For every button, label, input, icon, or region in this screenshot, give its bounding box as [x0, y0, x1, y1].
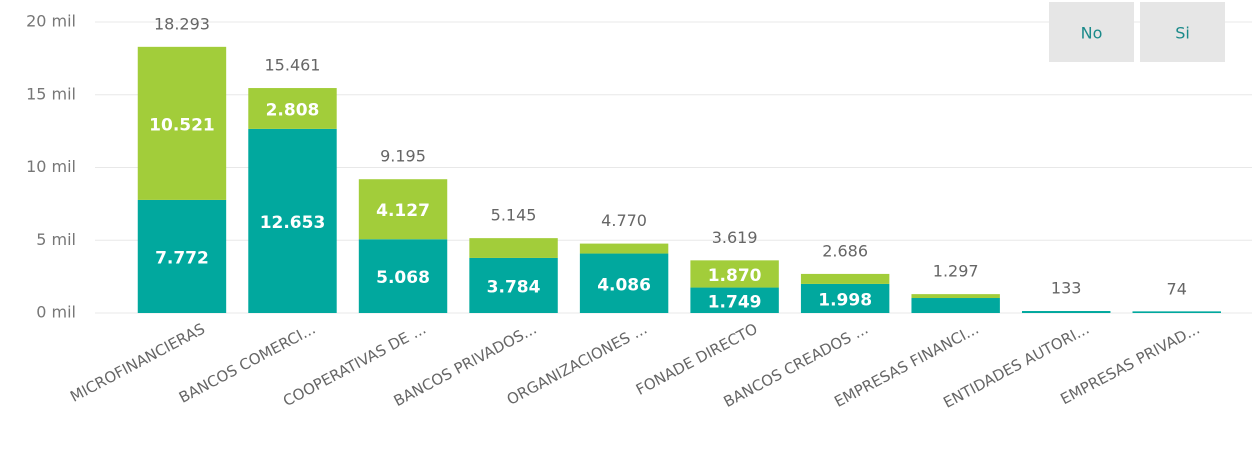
- total-label: 1.297: [933, 262, 979, 281]
- data-label: 4.127: [376, 201, 430, 221]
- total-label: 15.461: [265, 56, 321, 75]
- bar-baseline: [1132, 311, 1221, 313]
- total-label: 9.195: [380, 147, 426, 166]
- bar-segment: [248, 128, 337, 313]
- bar-segment: [579, 253, 669, 313]
- data-label: 1.749: [708, 292, 762, 312]
- slicer-button-label: Si: [1175, 24, 1190, 43]
- slicer-button[interactable]: No: [1049, 2, 1134, 62]
- data-label: 5.068: [376, 268, 430, 288]
- bar-segment: [137, 46, 227, 200]
- total-label: 5.145: [491, 206, 537, 225]
- total-label: 2.686: [822, 241, 868, 260]
- data-label: 10.521: [149, 115, 215, 135]
- data-label: 12.653: [260, 213, 326, 233]
- data-label: 2.808: [266, 100, 320, 120]
- bar-segment: [690, 260, 779, 288]
- total-label: 74: [1167, 279, 1187, 298]
- bar-segment: [911, 294, 1000, 299]
- total-label: 3.619: [712, 228, 758, 247]
- slicer-button[interactable]: Si: [1140, 2, 1225, 62]
- data-label: 1.998: [818, 290, 872, 310]
- y-tick-label: 0 mil: [36, 303, 76, 322]
- y-tick-label: 15 mil: [26, 84, 76, 103]
- bar-segment: [358, 179, 448, 240]
- total-label: 4.770: [601, 211, 647, 230]
- total-label: 18.293: [154, 14, 210, 33]
- bar-segment: [358, 239, 448, 313]
- bar-segment: [469, 257, 558, 313]
- bar-segment: [248, 88, 337, 129]
- data-label: 7.772: [155, 248, 209, 268]
- bar-segment: [137, 199, 227, 313]
- bar-segment: [800, 283, 890, 313]
- y-tick-label: 10 mil: [26, 157, 76, 176]
- data-label: 3.784: [487, 277, 541, 297]
- y-tick-label: 20 mil: [26, 12, 76, 31]
- data-label: 4.086: [597, 275, 651, 295]
- slicer-button-label: No: [1081, 24, 1103, 43]
- y-tick-label: 5 mil: [36, 230, 76, 249]
- slicer-button-bg: [1140, 2, 1225, 62]
- bar-segment: [469, 238, 558, 258]
- bar-segment: [800, 273, 890, 284]
- total-label: 133: [1051, 279, 1082, 298]
- bar-segment: [911, 298, 1000, 313]
- bar-segment: [690, 287, 779, 313]
- slicer-button-bg: [1049, 2, 1134, 62]
- bar-segment: [579, 243, 669, 254]
- data-label: 1.870: [708, 266, 762, 286]
- bar-baseline: [1021, 311, 1111, 313]
